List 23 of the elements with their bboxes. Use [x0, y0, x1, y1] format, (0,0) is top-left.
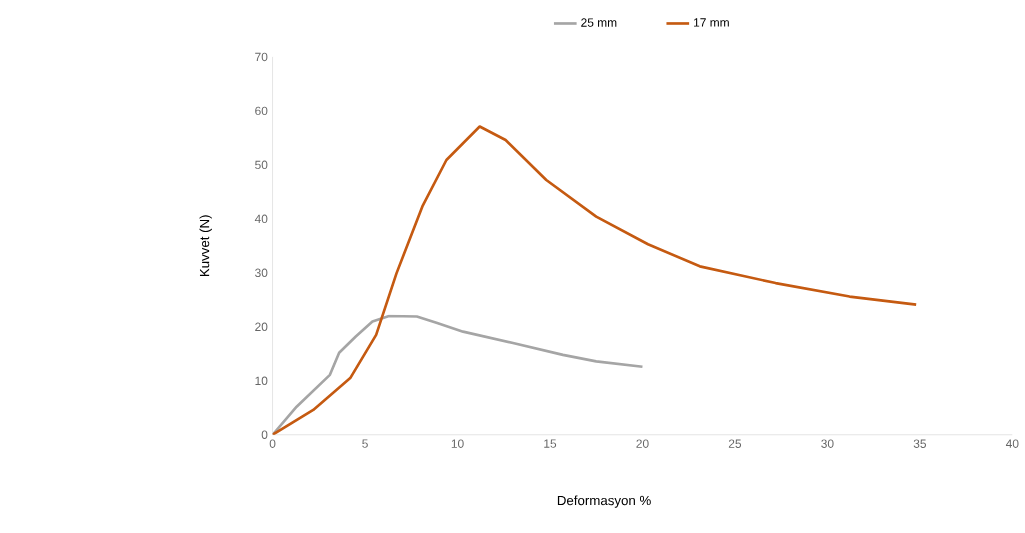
legend-label: 25 mm [581, 18, 617, 27]
x-tick-label: 5 [362, 439, 368, 448]
y-tick-label: 30 [255, 268, 268, 278]
y-tick-label: 10 [255, 376, 268, 386]
x-tick-label: 35 [913, 439, 927, 449]
y-tick-label: 60 [255, 106, 268, 116]
x-tick-label: 15 [544, 439, 557, 448]
y-tick-label: 70 [255, 52, 268, 62]
legend-label: 17 mm [694, 18, 729, 27]
line-series [272, 314, 644, 435]
x-axis-title: Deformasyon % [557, 495, 651, 508]
x-tick-label: 10 [451, 439, 464, 449]
x-tick-label: 40 [1005, 439, 1019, 449]
y-tick-label: 40 [254, 214, 268, 224]
x-tick-label: 0 [269, 439, 276, 449]
x-tick-label: 25 [728, 439, 742, 449]
y-tick-label: 0 [261, 430, 268, 440]
y-axis-title: Kuvvet (N) [199, 215, 212, 277]
y-tick-label: 20 [255, 322, 268, 332]
y-tick-label: 50 [255, 160, 268, 170]
x-tick-label: 20 [636, 439, 649, 449]
x-tick-label: 30 [821, 439, 834, 449]
line-series [272, 125, 918, 435]
